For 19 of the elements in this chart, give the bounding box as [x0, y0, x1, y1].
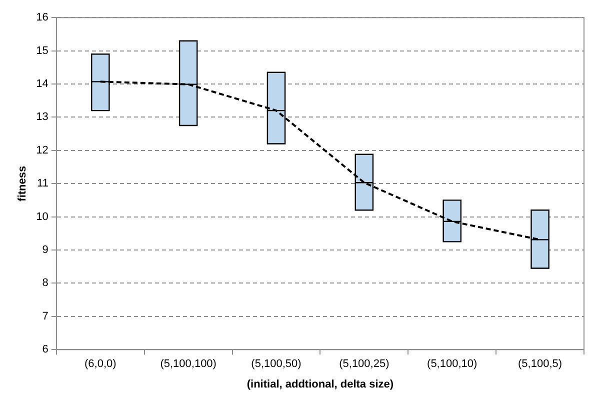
y-tick-label: 16: [36, 12, 48, 24]
y-tick-label: 10: [36, 210, 48, 223]
y-tick-label: 14: [36, 78, 48, 90]
x-tick-label: (6,0,0): [84, 358, 116, 370]
y-tick-label: 15: [36, 44, 48, 57]
y-tick-label: 7: [42, 310, 48, 322]
x-axis-title: (initial, addtional, delta size): [246, 378, 394, 390]
x-tick-label: (5,100,5): [518, 358, 562, 370]
y-tick-label: 11: [37, 178, 48, 190]
y-tick-label: 8: [42, 277, 48, 290]
y-axis-title: fitness: [16, 166, 29, 202]
x-tick-label: (5,100,100): [160, 358, 216, 370]
x-tick-label: (5,100,50): [251, 358, 302, 370]
x-tick-label: (5,100,10): [427, 358, 478, 370]
y-tick-label: 9: [42, 244, 48, 256]
x-tick-label: (5,100,25): [339, 358, 390, 370]
y-tick-label: 6: [42, 344, 48, 356]
y-tick-label: 12: [36, 144, 48, 156]
y-tick-label: 13: [36, 111, 48, 124]
